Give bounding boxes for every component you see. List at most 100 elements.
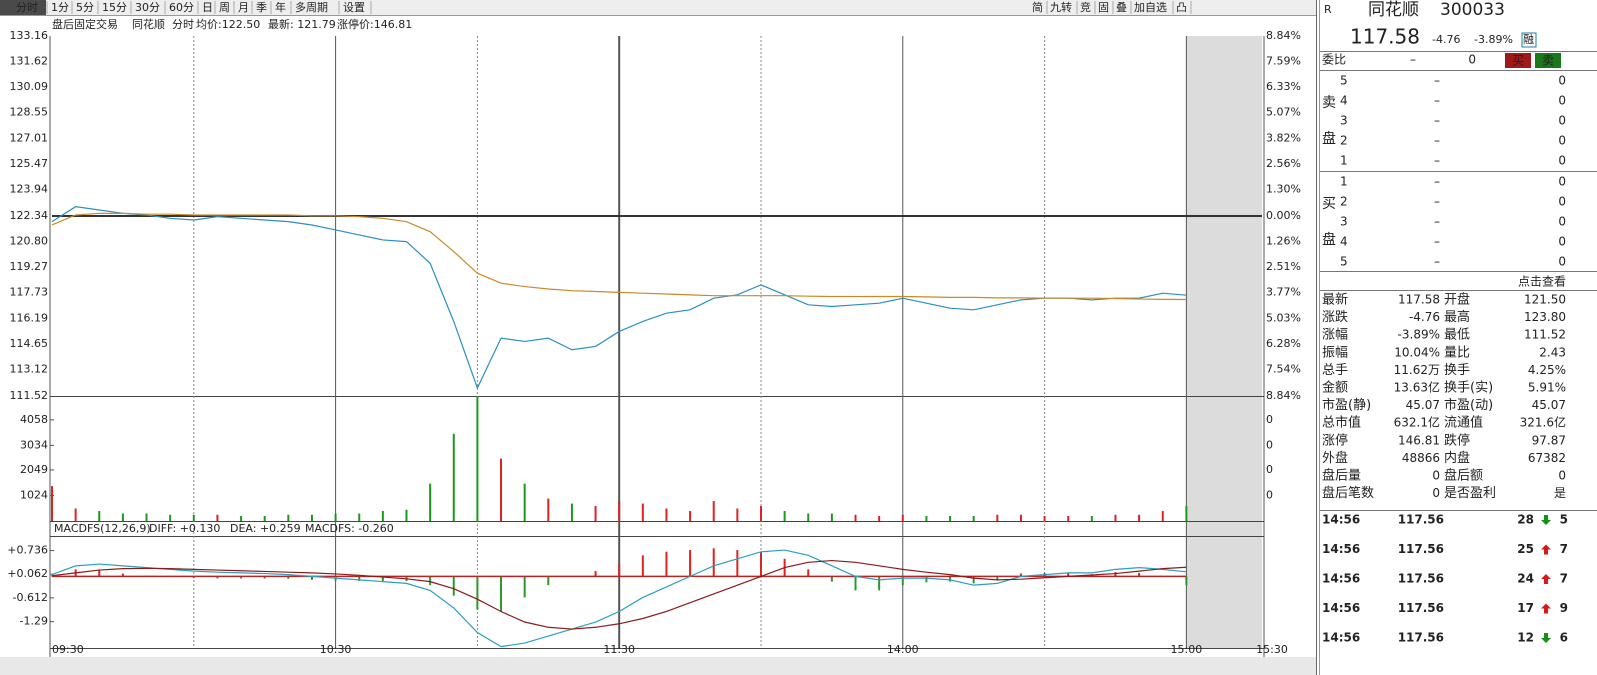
toolbar-tool[interactable]: 简 xyxy=(1032,0,1043,14)
stat-value: 321.6亿 xyxy=(1520,415,1566,430)
stat-label: 涨幅 xyxy=(1322,328,1348,343)
trade-arrow xyxy=(1541,603,1551,614)
volume-bar xyxy=(547,498,550,521)
trade-time: 14:56 xyxy=(1322,631,1360,645)
macd-bar xyxy=(949,576,952,582)
stat-label: 振幅 xyxy=(1322,345,1348,360)
toolbar-tool[interactable]: 叠 xyxy=(1116,1,1127,14)
trade-arrow xyxy=(1541,515,1551,525)
toolbar-tab[interactable]: 日 xyxy=(202,1,213,14)
stat-value: 0 xyxy=(1558,469,1566,483)
level-price: – xyxy=(1434,74,1440,88)
toolbar-tab[interactable]: 30分 xyxy=(135,1,160,14)
toolbar-tool[interactable]: 九转 xyxy=(1050,0,1072,14)
toolbar-tool[interactable]: 加自选 xyxy=(1134,1,1167,14)
macd-bar xyxy=(98,570,101,577)
sell-button[interactable]: 卖 xyxy=(1542,54,1554,68)
volume-bar xyxy=(759,506,762,521)
y-right-label: 0 xyxy=(1266,413,1273,426)
level-price: – xyxy=(1434,94,1440,108)
details-link[interactable]: 点击查看 xyxy=(1518,275,1566,289)
y-tick-label: 120.80 xyxy=(10,235,49,248)
macd-title: MACDFS(12,26,9) xyxy=(54,522,151,535)
y-right-label: 1.30% xyxy=(1266,182,1301,195)
toolbar-tab[interactable]: 月 xyxy=(238,1,249,14)
price-line xyxy=(51,206,1187,390)
toolbar-tab[interactable]: 设置 xyxy=(343,1,365,14)
y-tick-label: 2049 xyxy=(20,463,48,476)
toolbar-tab[interactable]: 年 xyxy=(275,0,286,14)
volume-bar xyxy=(949,516,952,521)
toolbar-tab[interactable]: 分时 xyxy=(16,1,38,14)
y-right-label: 2.51% xyxy=(1266,260,1301,273)
y-right-label: 0 xyxy=(1266,438,1273,451)
toolbar-tab[interactable]: 15分 xyxy=(102,1,127,14)
toolbar-tool[interactable]: 凸 xyxy=(1176,1,1187,14)
toolbar-tool[interactable]: 竞 xyxy=(1080,0,1091,14)
info-text: 分时 xyxy=(172,18,194,31)
y-tick-label: 133.16 xyxy=(10,29,49,42)
volume-bar xyxy=(830,513,833,521)
macd-bar xyxy=(641,555,644,577)
macd-bar xyxy=(310,576,313,580)
y-right-label: 6.28% xyxy=(1266,337,1301,350)
y-tick-label: +0.062 xyxy=(7,567,48,580)
trade-count: 7 xyxy=(1560,542,1568,556)
macd-bar xyxy=(712,548,715,577)
y-tick-label: 4058 xyxy=(20,413,48,426)
trade-time: 14:56 xyxy=(1322,513,1360,527)
y-right-label: 1.26% xyxy=(1266,235,1301,248)
y-tick-label: 131.62 xyxy=(10,55,49,68)
toolbar-tab[interactable]: 1分 xyxy=(51,1,69,14)
stat-value: 5.91% xyxy=(1528,381,1566,395)
volume-bar xyxy=(925,516,928,521)
level-volume: 0 xyxy=(1558,175,1566,189)
toolbar-tool[interactable]: 固 xyxy=(1098,1,1109,14)
stat-label: 是否盈利 xyxy=(1444,486,1496,501)
stat-label: 开盘 xyxy=(1444,292,1470,308)
change-pct: -3.89% xyxy=(1474,33,1513,46)
volume-bar xyxy=(641,503,644,521)
volume-bar xyxy=(74,508,77,521)
toolbar-tab[interactable]: 5分 xyxy=(76,1,94,14)
stat-value: 117.58 xyxy=(1398,293,1440,307)
toolbar-tab[interactable]: 60分 xyxy=(169,1,194,14)
macd-bar xyxy=(523,576,526,598)
toolbar-tab[interactable]: 多周期 xyxy=(295,0,328,14)
x-tick-label: 11:30 xyxy=(603,643,635,656)
stat-value: 10.04% xyxy=(1394,345,1440,359)
buy-button-bg[interactable] xyxy=(1505,53,1531,68)
volume-bar xyxy=(121,513,124,521)
level: 4 xyxy=(1340,235,1348,249)
flag: R xyxy=(1324,3,1332,16)
stat-label: 最新 xyxy=(1322,292,1348,308)
trade-price: 117.56 xyxy=(1398,513,1444,527)
macd-bar xyxy=(121,573,124,577)
toolbar-tab[interactable]: 季 xyxy=(256,1,267,14)
y-tick-label: 111.52 xyxy=(10,389,49,402)
buy-button[interactable]: 买 xyxy=(1512,54,1524,68)
y-tick-label: 122.34 xyxy=(10,209,49,222)
y-right-label: 0 xyxy=(1266,488,1273,501)
stat-value: 111.52 xyxy=(1524,328,1566,342)
trade-volume: 12 xyxy=(1517,631,1534,645)
macd-bar xyxy=(854,576,857,591)
macd-bar xyxy=(901,576,904,586)
toolbar-tab[interactable]: 周 xyxy=(219,1,230,14)
stat-value: -4.76 xyxy=(1409,310,1440,324)
y-tick-label: -1.29 xyxy=(20,615,48,628)
stat-value: 是 xyxy=(1554,486,1566,500)
stat-label: 内盘 xyxy=(1444,450,1470,466)
trade-volume: 25 xyxy=(1517,542,1534,556)
toolbar-bg xyxy=(0,0,1316,15)
level-price: – xyxy=(1434,255,1440,269)
trade-volume: 17 xyxy=(1517,601,1534,615)
volume-bar xyxy=(334,513,337,521)
macd-bar xyxy=(1114,572,1117,577)
sell-button-bg[interactable] xyxy=(1535,53,1561,68)
info-text: 最新: 121.79 xyxy=(268,17,336,31)
volume-bar xyxy=(1138,514,1141,521)
y-tick-label: +0.736 xyxy=(7,544,48,557)
level-volume: 0 xyxy=(1558,74,1566,88)
